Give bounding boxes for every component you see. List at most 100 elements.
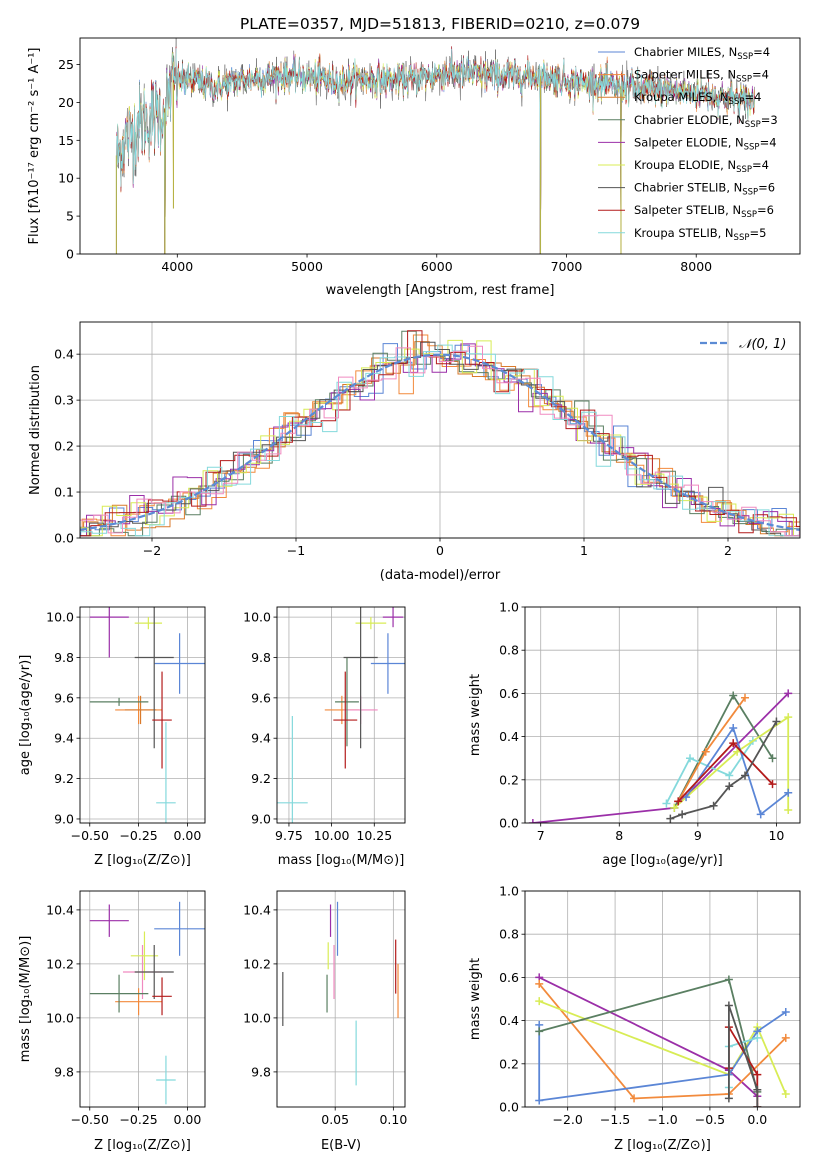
series-marker xyxy=(772,717,781,726)
legend-entry: Kroupa STELIB, NSSP=5 xyxy=(634,226,766,243)
series-marker xyxy=(784,806,793,815)
histogram-pink xyxy=(80,345,800,537)
legend-entry: Kroupa ELODIE, NSSP=4 xyxy=(634,158,769,175)
plot-frame xyxy=(276,606,406,824)
axes-age-Z-ticks: −0.50 −0.25 0.00 9.0 9.2 9.4 9.6 9.8 10.0 xyxy=(46,607,205,843)
y-axis-label: mass [log₁₀(M/M⊙)] xyxy=(18,936,33,1063)
series-marker xyxy=(768,780,777,789)
series-line xyxy=(677,697,746,802)
histogram-chabrier-stelib xyxy=(80,341,800,537)
legend-entry-text: Kroupa MILES, N xyxy=(634,90,729,104)
legend-entry-count: =4 xyxy=(744,90,761,104)
plot-frame xyxy=(276,890,406,1108)
y-tick-label: 0.0 xyxy=(499,816,519,831)
axes-mass-Z-ticks: −0.50 −0.25 0.00 9.8 10.0 10.2 10.4 xyxy=(46,891,205,1127)
y-tick-label: 0.2 xyxy=(54,439,74,454)
y-tick-label: 9.2 xyxy=(54,771,74,786)
histogram-kroupa-miles xyxy=(80,341,800,537)
errorbar-point xyxy=(154,633,205,694)
plot-frame xyxy=(79,606,206,824)
series-marker xyxy=(674,797,683,806)
y-tick-label: 9.4 xyxy=(251,731,271,746)
x-axis-label: wavelength [Angstrom, rest frame] xyxy=(326,283,555,298)
series-kroupa-elodie xyxy=(670,713,793,815)
y-tick-label: 0.8 xyxy=(499,643,519,658)
x-tick-label: 0.10 xyxy=(379,1112,407,1127)
y-tick-label: 0.3 xyxy=(54,393,74,408)
errorbar-point xyxy=(152,977,172,1016)
errorbar-point xyxy=(152,671,172,769)
y-tick-label: 0.0 xyxy=(54,531,74,546)
y-axis-label: age [log₁₀(age/yr)] xyxy=(18,655,33,776)
spectrum-chart: 4000 5000 6000 7000 8000 0 5 10 15 20 25 wavelength… xyxy=(27,37,801,298)
plot-frame xyxy=(79,890,206,1108)
y-tick-label: 9.6 xyxy=(54,690,74,705)
residuals-legend: 𝒩(0, 1) xyxy=(700,337,786,352)
series-marker xyxy=(686,754,694,763)
y-tick-label: 10.4 xyxy=(46,902,74,917)
legend-entry-text: Salpeter STELIB, N xyxy=(634,203,741,217)
series-marker xyxy=(630,1094,639,1103)
x-tick-label: 10 xyxy=(768,828,784,843)
errorbar-point xyxy=(156,722,176,823)
y-tick-label: 10.0 xyxy=(243,610,271,625)
y-tick-label: 0.6 xyxy=(499,686,519,701)
errorbar-point xyxy=(89,974,149,1013)
series-marker xyxy=(535,1096,544,1105)
normal-distribution-curve xyxy=(80,353,800,531)
series-marker xyxy=(784,689,793,698)
x-tick-label: −1 xyxy=(287,543,305,558)
errorbar-point xyxy=(343,607,378,749)
x-tick-label: 6000 xyxy=(421,259,453,274)
series-marker xyxy=(729,723,738,732)
y-tick-label: 0.2 xyxy=(499,772,519,787)
series-line xyxy=(538,983,787,1100)
legend-entry: Chabrier MILES, NSSP=4 xyxy=(634,45,770,62)
series-marker xyxy=(670,803,679,812)
plot-frame xyxy=(524,606,801,824)
series-line xyxy=(685,725,789,816)
legend-entry-subscript: SSP xyxy=(729,97,745,107)
legend-entry: Salpeter MILES, NSSP=4 xyxy=(634,68,769,85)
plot-frame xyxy=(524,890,801,1108)
errorbar-point xyxy=(134,607,174,749)
series-marker xyxy=(729,691,738,700)
x-tick-label: −1.0 xyxy=(647,1112,677,1127)
y-axis-label: Normed distribution xyxy=(28,365,43,495)
y-axis-label: Flux [fλ10⁻¹⁷ erg cm⁻² s⁻¹ A⁻¹] xyxy=(27,48,42,245)
y-tick-label: 10.4 xyxy=(243,902,271,917)
series-marker xyxy=(753,1033,762,1042)
axes-spectrum-ticks: 4000 5000 6000 7000 8000 0 5 10 15 20 25 xyxy=(58,57,712,274)
series-line xyxy=(728,1005,759,1107)
y-tick-label: 15 xyxy=(58,133,74,148)
x-axis-label: Z [log₁₀(Z/Z⊙)] xyxy=(94,853,191,868)
series-marker xyxy=(535,979,544,988)
y-tick-label: 9.8 xyxy=(251,1064,271,1079)
spectrum-line-kroupa-stelib xyxy=(116,48,755,254)
x-tick-label: 10.25 xyxy=(356,828,392,843)
legend-entry-text: Kroupa ELODIE, N xyxy=(634,158,736,172)
errorbar-point xyxy=(335,657,359,747)
mass-EBV-chart: 0.05 0.10 9.8 10.0 10.2 10.4 E(B-V) xyxy=(243,890,407,1153)
series-marker xyxy=(662,799,671,808)
legend-entry-subscript: SSP xyxy=(736,165,752,175)
legend-entry: Chabrier STELIB, NSSP=6 xyxy=(634,181,775,198)
legend-entry-count: =4 xyxy=(752,158,769,172)
histogram-kroupa-elodie xyxy=(80,339,800,537)
x-tick-label: −0.25 xyxy=(119,828,157,843)
y-tick-label: 0.8 xyxy=(499,927,519,942)
x-tick-label: 9.75 xyxy=(275,828,303,843)
y-tick-label: 0.2 xyxy=(499,1056,519,1071)
errorbar-point xyxy=(124,695,157,725)
series-marker xyxy=(535,997,544,1006)
y-tick-label: 20 xyxy=(58,95,74,110)
y-tick-label: 0.4 xyxy=(54,347,74,362)
x-tick-label: 8000 xyxy=(680,259,712,274)
histogram-salpeter-elodie xyxy=(80,343,800,537)
y-tick-label: 9.8 xyxy=(54,650,74,665)
plot-frame xyxy=(79,37,801,255)
series-line xyxy=(673,715,790,810)
x-tick-label: −1.5 xyxy=(600,1112,630,1127)
legend-entry-subscript: SSP xyxy=(745,120,761,130)
